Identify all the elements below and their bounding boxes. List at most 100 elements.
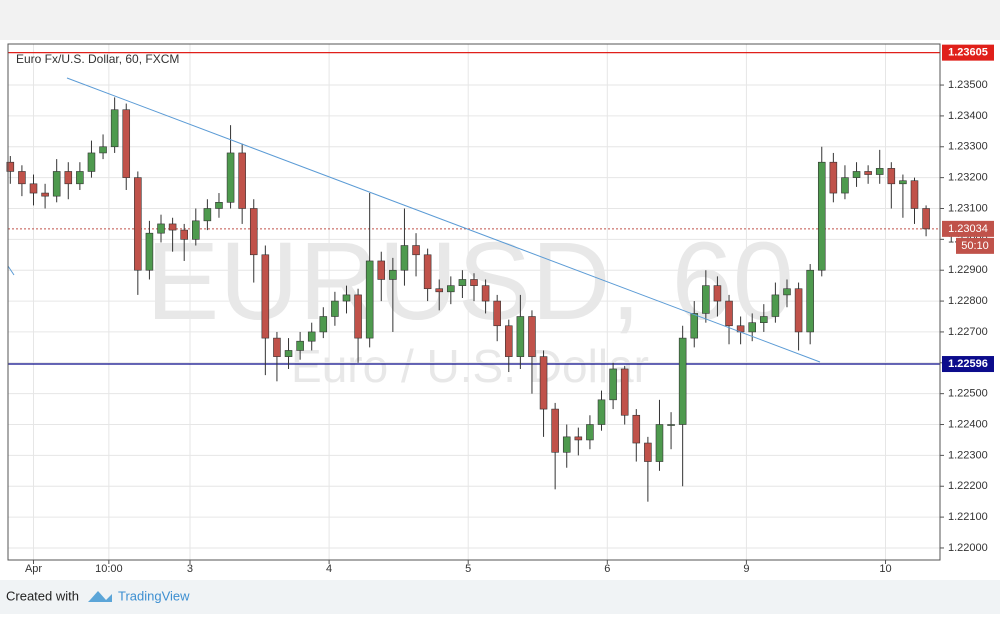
candle-body bbox=[261, 254, 270, 339]
candle-body bbox=[226, 152, 235, 203]
y-tick-label: 1.23200 bbox=[948, 172, 988, 184]
candle-body bbox=[52, 171, 61, 197]
candle-body bbox=[887, 168, 896, 185]
footer-bar bbox=[0, 580, 1000, 614]
footer-brand[interactable]: TradingView bbox=[118, 588, 190, 603]
candle-body bbox=[852, 171, 861, 178]
candle-body bbox=[203, 208, 212, 222]
x-tick-label: 9 bbox=[743, 563, 749, 575]
candle-body bbox=[899, 180, 907, 185]
candle-body bbox=[447, 285, 455, 293]
candle-body bbox=[18, 171, 26, 185]
candle-body bbox=[122, 109, 131, 178]
candle-body bbox=[922, 208, 930, 230]
y-tick-label: 1.22700 bbox=[948, 326, 988, 338]
candle-body bbox=[284, 350, 293, 357]
candle-body bbox=[875, 168, 884, 175]
level-label: 1.23605 bbox=[948, 47, 988, 59]
candle-body bbox=[783, 288, 791, 296]
candle-body bbox=[331, 300, 339, 317]
level-label-box bbox=[942, 44, 994, 61]
last-price-box bbox=[942, 220, 994, 237]
candle-body bbox=[667, 424, 675, 426]
y-tick-label: 1.22000 bbox=[948, 542, 988, 554]
y-tick-label: 1.23500 bbox=[948, 79, 988, 91]
candle-body bbox=[110, 109, 119, 148]
candle-body bbox=[157, 223, 165, 234]
candle-body bbox=[516, 316, 525, 357]
top-bar bbox=[0, 0, 1000, 40]
candle-body bbox=[64, 171, 73, 185]
candle-body bbox=[690, 313, 699, 339]
x-tick-label: 10:00 bbox=[95, 563, 123, 575]
y-tick-label: 1.22400 bbox=[948, 418, 988, 430]
level-label: 1.22596 bbox=[948, 358, 988, 370]
candle-body bbox=[632, 414, 641, 444]
candle-body bbox=[678, 337, 687, 425]
candle-body bbox=[864, 171, 872, 175]
candle-body bbox=[87, 152, 96, 172]
candle-body bbox=[319, 316, 328, 333]
y-tick-label: 1.22800 bbox=[948, 295, 988, 307]
y-tick-label: 1.22300 bbox=[948, 449, 988, 461]
candle-body bbox=[6, 161, 15, 172]
candle-body bbox=[620, 368, 629, 416]
y-tick-label: 1.22200 bbox=[948, 480, 988, 492]
candle-body bbox=[389, 269, 397, 280]
candle-body bbox=[910, 180, 919, 209]
y-tick-label: 1.22100 bbox=[948, 511, 988, 523]
candle-body bbox=[794, 288, 803, 333]
tradingview-logo bbox=[88, 591, 112, 602]
candle-body bbox=[562, 436, 571, 453]
candle-body bbox=[597, 399, 606, 425]
candle-body bbox=[41, 192, 49, 197]
candle-body bbox=[574, 436, 583, 441]
candle-body bbox=[354, 294, 362, 339]
candle-body bbox=[481, 285, 490, 302]
candle-body bbox=[134, 177, 142, 271]
candle-body bbox=[817, 161, 826, 271]
candles bbox=[6, 97, 930, 502]
levels bbox=[8, 52, 940, 365]
candle-body bbox=[702, 285, 710, 314]
grid bbox=[8, 44, 940, 560]
countdown-box bbox=[956, 237, 994, 254]
candle-body bbox=[713, 285, 722, 302]
candle-body bbox=[238, 152, 246, 209]
candle-body bbox=[493, 300, 501, 327]
candle-body bbox=[435, 288, 444, 293]
trend-line bbox=[66, 77, 821, 363]
candle-body bbox=[539, 356, 548, 410]
last-price-label: 1.23034 bbox=[948, 223, 988, 235]
watermark-subtitle: Euro / U.S. Dollar bbox=[291, 340, 649, 392]
candle-body bbox=[655, 424, 664, 462]
candle-body bbox=[400, 245, 409, 271]
candle-body bbox=[760, 316, 768, 323]
candle-body bbox=[29, 183, 38, 194]
candle-body bbox=[192, 220, 200, 240]
candle-body bbox=[551, 408, 559, 453]
candle-body bbox=[423, 254, 432, 290]
x-tick-label: 10 bbox=[879, 563, 891, 575]
footer-created-with: Created with bbox=[6, 588, 79, 603]
candle-body bbox=[76, 171, 84, 185]
x-tick-label: Apr bbox=[25, 563, 42, 575]
candle-body bbox=[528, 316, 536, 357]
candle-body bbox=[586, 424, 594, 441]
candle-body bbox=[504, 325, 513, 357]
level-label-box bbox=[942, 356, 994, 373]
candle-body bbox=[342, 294, 351, 302]
y-tick-label: 1.23100 bbox=[948, 202, 988, 214]
candle-body bbox=[296, 340, 304, 351]
candle-body bbox=[168, 223, 177, 231]
candle-body bbox=[458, 279, 467, 286]
y-tick-label: 1.23400 bbox=[948, 110, 988, 122]
y-tick-label: 1.22900 bbox=[948, 264, 988, 276]
candle-body bbox=[470, 279, 478, 286]
candle-body bbox=[180, 229, 188, 240]
chart-title: Euro Fx/U.S. Dollar, 60, FXCM bbox=[16, 52, 179, 66]
candle-body bbox=[748, 322, 756, 333]
candle-body bbox=[771, 294, 780, 317]
